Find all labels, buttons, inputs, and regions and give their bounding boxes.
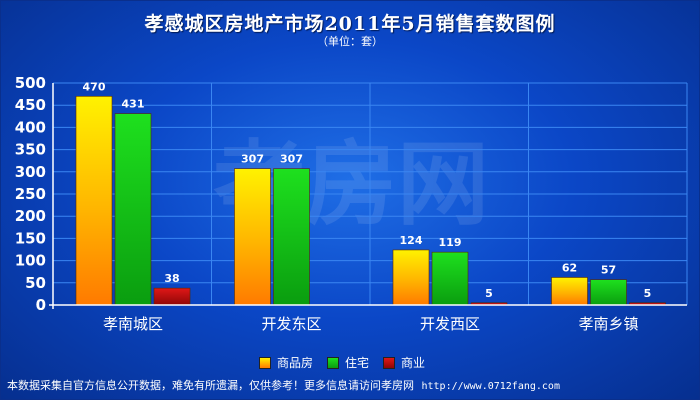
x-tick-label: 开发东区 xyxy=(261,315,321,333)
bar xyxy=(431,251,469,306)
x-tick-label: 孝南乡镇 xyxy=(578,315,638,333)
bar xyxy=(590,279,627,306)
y-tick-label: 200 xyxy=(15,207,46,225)
bar xyxy=(75,96,113,306)
y-tick-label: 350 xyxy=(15,141,46,159)
legend-swatch xyxy=(259,356,271,369)
y-tick-label: 300 xyxy=(15,163,46,181)
footer-text: 本数据采集自官方信息公开数据，难免有所遗漏，仅供参考！更多信息请访问孝房网 xyxy=(7,379,414,392)
legend-item: 住宅 xyxy=(327,354,369,371)
bar xyxy=(114,113,152,306)
data-label: 431 xyxy=(122,98,145,111)
legend: 商品房 住宅 商业 xyxy=(259,354,425,371)
y-tick-label: 150 xyxy=(15,229,46,247)
data-label: 62 xyxy=(562,261,577,274)
y-tick-label: 500 xyxy=(15,74,46,92)
chart-unit: （单位：套） xyxy=(317,35,383,48)
legend-swatch xyxy=(327,356,340,369)
legend-item: 商品房 xyxy=(259,354,313,371)
y-tick-label: 450 xyxy=(15,96,46,114)
data-label: 470 xyxy=(83,80,106,93)
data-label: 5 xyxy=(644,287,652,300)
data-label: 57 xyxy=(601,264,616,277)
data-label: 38 xyxy=(164,272,179,285)
legend-label: 商品房 xyxy=(277,356,314,370)
x-tick-label: 孝南城区 xyxy=(103,315,163,333)
y-tick-label: 400 xyxy=(15,118,46,136)
bar xyxy=(234,168,271,306)
legend-item: 商业 xyxy=(383,354,425,371)
data-label: 307 xyxy=(280,153,303,166)
chart-title: 孝感城区房地产市场2011年5月销售套数图例 xyxy=(144,13,556,35)
bar xyxy=(392,249,430,306)
bar xyxy=(273,168,310,306)
data-label: 307 xyxy=(241,153,264,166)
y-tick-label: 250 xyxy=(15,185,46,203)
y-tick-label: 100 xyxy=(15,252,46,270)
data-label: 5 xyxy=(485,287,493,300)
bar xyxy=(551,277,588,306)
footer-url: http://www.0712fang.com xyxy=(421,381,560,392)
footer-note: 本数据采集自官方信息公开数据，难免有所遗漏，仅供参考！更多信息请访问孝房网 ht… xyxy=(7,377,560,393)
data-label: 119 xyxy=(439,236,462,249)
y-tick-label: 50 xyxy=(25,274,46,292)
y-tick-label: 0 xyxy=(36,296,46,314)
legend-swatch xyxy=(383,356,396,369)
legend-label: 住宅 xyxy=(345,356,370,370)
bar xyxy=(153,287,191,306)
data-label: 124 xyxy=(400,234,423,247)
x-tick-label: 开发西区 xyxy=(420,315,480,333)
legend-label: 商业 xyxy=(401,356,426,370)
